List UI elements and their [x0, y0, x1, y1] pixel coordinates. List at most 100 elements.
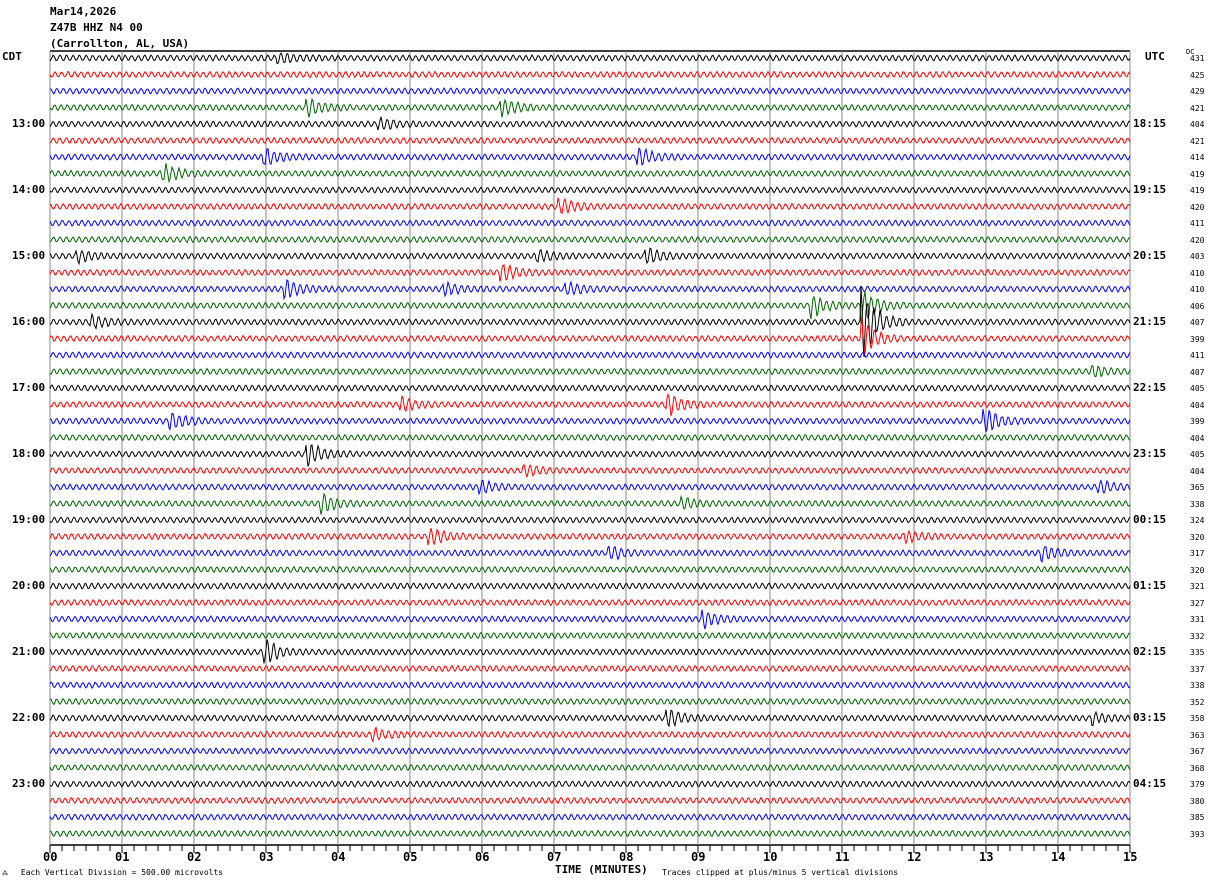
seismic-trace	[49, 527, 1131, 546]
dc-offset-value: 399	[1190, 334, 1205, 344]
dc-offset-value: 419	[1190, 186, 1205, 195]
dc-offset-value: 393	[1190, 829, 1205, 839]
left-hour-label: 20:00	[12, 579, 46, 592]
seismic-trace	[49, 631, 1131, 640]
dc-offset-value: 403	[1190, 252, 1205, 261]
dc-offset-value: 368	[1190, 763, 1205, 773]
seismic-trace	[49, 516, 1131, 524]
seismic-trace	[49, 392, 1131, 416]
dc-offset-value: 379	[1190, 780, 1205, 789]
clip-note: Traces clipped at plus/minus 5 vertical …	[662, 868, 899, 877]
seismic-trace	[49, 813, 1131, 821]
dc-offset-value: 425	[1190, 70, 1205, 80]
dc-offset-value: 407	[1190, 318, 1205, 327]
dc-offset-value: 352	[1190, 697, 1205, 707]
dc-offset-value: 332	[1190, 631, 1205, 641]
x-tick-label: 10	[763, 850, 778, 864]
dc-offset-value: 420	[1190, 202, 1205, 212]
x-tick-label: 11	[835, 850, 850, 864]
left-hour-label: 15:00	[12, 249, 46, 262]
seismic-trace	[49, 350, 1131, 359]
dc-offset-value: 411	[1190, 219, 1205, 228]
seismic-trace	[49, 247, 1131, 266]
seismic-trace	[49, 70, 1130, 79]
seismic-trace	[49, 725, 1131, 743]
right-hour-label: 20:15	[1133, 249, 1167, 262]
dc-offset-value: 419	[1190, 169, 1205, 179]
seismic-trace	[49, 463, 1131, 479]
dc-offset-value: 414	[1190, 153, 1205, 162]
right-hour-label: 18:15	[1133, 117, 1167, 130]
dc-offset-value: 338	[1190, 499, 1205, 509]
dc-offset-value: 380	[1190, 796, 1205, 806]
dc-offset-value: 405	[1190, 384, 1205, 393]
dc-offset-value: 421	[1190, 136, 1205, 146]
right-hour-label: 21:15	[1133, 315, 1167, 328]
dc-offset-value: 404	[1190, 120, 1205, 129]
x-tick-label: 05	[403, 850, 418, 864]
seismic-trace	[49, 86, 1131, 95]
dc-offset-value: 399	[1190, 417, 1205, 426]
scale-text: Each Vertical Division = 500.00 microvol…	[20, 868, 224, 877]
x-tick-label: 08	[619, 850, 634, 864]
left-hour-label: 23:00	[12, 777, 46, 790]
seismic-trace	[49, 639, 1131, 664]
dc-offset-value: 327	[1190, 598, 1205, 608]
date-label: Mar14,2026	[50, 5, 117, 18]
seismic-trace	[49, 609, 1131, 630]
right-hour-label: 23:15	[1133, 447, 1167, 460]
dc-offset-value: 405	[1190, 450, 1205, 459]
seismic-trace	[49, 147, 1131, 166]
dc-header: DC	[1186, 48, 1195, 56]
seismic-trace	[49, 545, 1131, 564]
dc-offset-value: 320	[1190, 565, 1205, 575]
right-hour-label: 03:15	[1133, 711, 1167, 724]
seismic-trace	[49, 796, 1131, 805]
seismic-trace	[49, 318, 1131, 355]
seismic-trace	[49, 264, 1131, 282]
x-tick-label: 07	[547, 850, 562, 864]
seismic-trace	[49, 384, 1131, 392]
scale-note: ⁂ Each Vertical Division = 500.00 microv…	[2, 868, 223, 877]
dc-offset-value: 365	[1190, 483, 1205, 492]
station-label: Z47B HHZ N4 00	[50, 21, 143, 34]
x-tick-label: 13	[979, 850, 994, 864]
left-hour-label: 21:00	[12, 645, 46, 658]
seismic-trace	[49, 136, 1131, 145]
x-tick-label: 15	[1123, 850, 1138, 864]
dc-offset-value: 363	[1190, 730, 1205, 740]
left-hour-label: 18:00	[12, 447, 46, 460]
seismic-trace	[49, 565, 1131, 574]
x-tick-label: 03	[259, 850, 274, 864]
seismic-trace	[49, 664, 1131, 673]
x-tick-label: 09	[691, 850, 706, 864]
x-tick-label: 04	[331, 850, 346, 864]
dc-offset-value: 431	[1190, 54, 1205, 63]
x-tick-label: 12	[907, 850, 922, 864]
x-tick-label: 02	[187, 850, 202, 864]
location-label: (Carrollton, AL, USA)	[50, 37, 190, 50]
dc-offset-value: 385	[1190, 813, 1205, 822]
right-hour-label: 02:15	[1133, 645, 1167, 658]
seismic-trace	[49, 697, 1131, 706]
seismic-trace	[49, 286, 1131, 358]
seismic-trace	[49, 409, 1131, 433]
left-hour-label: 16:00	[12, 315, 46, 328]
seismic-trace	[49, 218, 1131, 227]
right-hour-label: 04:15	[1133, 777, 1167, 790]
logo-mark: ⁂	[2, 870, 8, 877]
dc-offset-value: 410	[1190, 285, 1205, 294]
dc-offset-value: 407	[1190, 367, 1205, 377]
dc-offset-value: 404	[1190, 433, 1205, 443]
x-axis-title: TIME (MINUTES)	[555, 863, 648, 876]
seismic-trace	[49, 492, 1131, 515]
seismic-trace	[49, 780, 1131, 789]
dc-offset-value: 410	[1190, 268, 1205, 278]
seismic-trace	[49, 433, 1131, 442]
left-hour-label: 13:00	[12, 117, 46, 130]
x-tick-label: 01	[115, 850, 130, 864]
seismic-trace	[49, 116, 1131, 131]
dc-offset-value: 404	[1190, 466, 1205, 476]
seismic-trace	[49, 364, 1131, 378]
